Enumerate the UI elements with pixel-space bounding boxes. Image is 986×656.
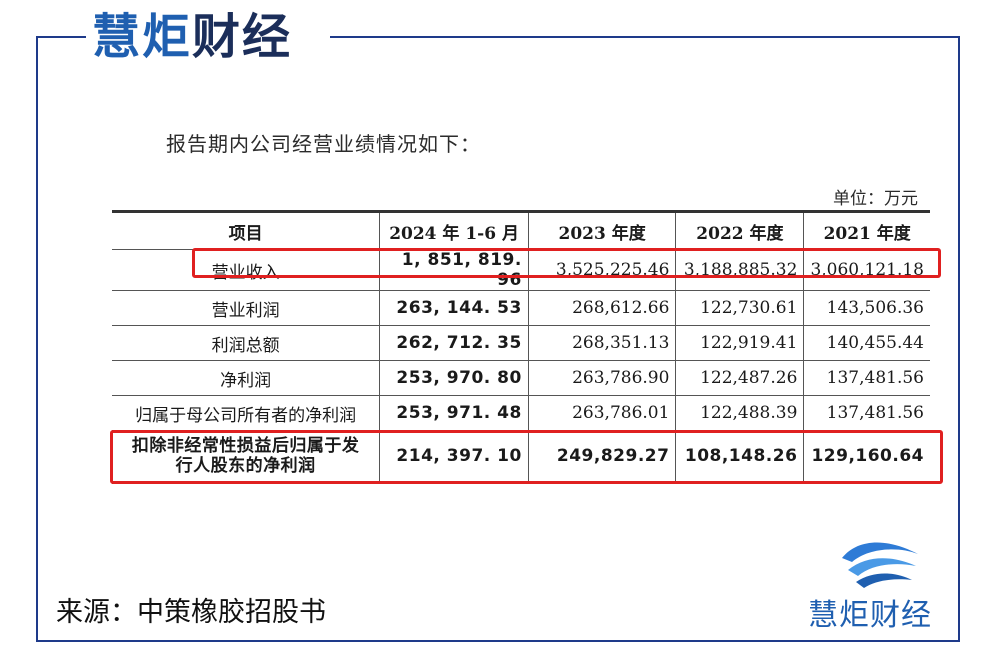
table-row-net-profit-parent: 归属于母公司所有者的净利润 253, 971. 48 263,786.01 12…: [112, 395, 930, 431]
row-label-line1: 扣除非经常性损益后归属于发: [131, 436, 360, 456]
table-row-revenue: 营业收入 1, 851, 819. 96 3,525,225.46 3,188,…: [112, 249, 930, 291]
table-row-operating-profit: 营业利润 263, 144. 53 268,612.66 122,730.61 …: [112, 290, 930, 326]
cell-value: 137,481.56: [803, 395, 930, 431]
cell-value: 268,351.13: [527, 325, 677, 361]
brand-wave-logo-icon: [842, 542, 918, 588]
header-2022: 2022 年度: [675, 210, 805, 250]
row-label: 利润总额: [112, 325, 381, 361]
cell-value: 140,455.44: [803, 325, 930, 361]
table-row-net-profit: 净利润 253, 970. 80 263,786.90 122,487.26 1…: [112, 360, 930, 396]
cell-value: 253, 971. 48: [379, 395, 529, 431]
brand-logo-top: 慧炬 财经: [92, 2, 292, 65]
brand-text-part1: 慧炬: [92, 9, 193, 65]
row-label-line2: 行人股东的净利润: [175, 456, 316, 476]
brand-bottom-part1: 慧炬: [808, 598, 870, 633]
table-header-row: 项目 2024 年 1-6 月 2023 年度 2022 年度 2021 年度: [112, 210, 930, 250]
brand-text-part2: 财经: [192, 9, 293, 65]
header-2024h1: 2024 年 1-6 月: [379, 210, 529, 250]
highlight-box-revenue: [192, 248, 941, 278]
cell-value: 137,481.56: [803, 360, 930, 396]
source-caption: 来源：中策橡胶招股书: [56, 597, 326, 628]
brand-bottom-part2: 财经: [870, 598, 932, 633]
frame-top-right-line: [330, 36, 960, 38]
cell-value: 143,506.36: [803, 290, 930, 326]
cell-value: 122,487.26: [675, 360, 805, 396]
cell-value: 3,525,225.46: [527, 249, 677, 291]
cell-value: 1, 851, 819. 96: [379, 249, 529, 291]
cell-value: 263,786.90: [527, 360, 677, 396]
frame-top-left-line: [36, 36, 86, 38]
cell-value: 263, 144. 53: [379, 290, 529, 326]
cell-value: 262, 712. 35: [379, 325, 529, 361]
row-label: 净利润: [112, 360, 381, 396]
intro-text: 报告期内公司经营业绩情况如下：: [166, 132, 481, 156]
header-item: 项目: [112, 210, 381, 250]
table-row-total-profit: 利润总额 262, 712. 35 268,351.13 122,919.41 …: [112, 325, 930, 361]
row-label: 营业利润: [112, 290, 381, 326]
outer-frame: [36, 36, 960, 642]
cell-value: 129,160.64: [803, 430, 930, 484]
cell-value: 263,786.01: [527, 395, 677, 431]
header-2023: 2023 年度: [527, 210, 677, 250]
cell-value: 268,612.66: [527, 290, 677, 326]
highlight-box-deducted-profit: [110, 430, 943, 484]
header-2021: 2021 年度: [803, 210, 930, 250]
cell-value: 122,730.61: [675, 290, 805, 326]
row-label: 归属于母公司所有者的净利润: [112, 395, 381, 431]
unit-label: 单位：万元: [833, 189, 918, 209]
cell-value: 122,488.39: [675, 395, 805, 431]
brand-logo-bottom: 慧炬财经: [808, 590, 932, 634]
cell-value: 108,148.26: [675, 430, 805, 484]
cell-value: 122,919.41: [675, 325, 805, 361]
cell-value: 253, 970. 80: [379, 360, 529, 396]
